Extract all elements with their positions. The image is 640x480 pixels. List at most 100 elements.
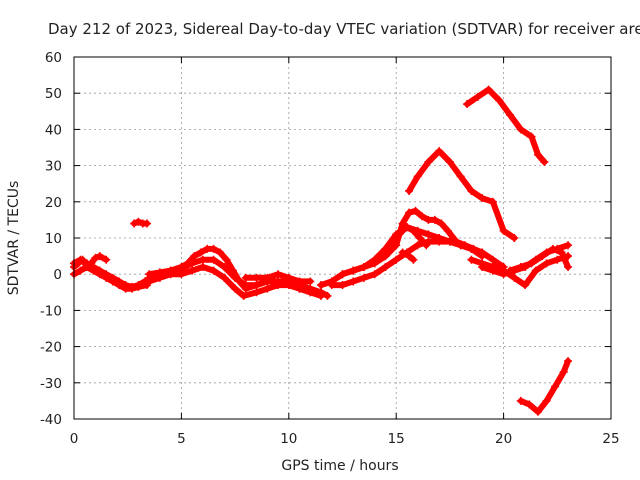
data-point bbox=[538, 252, 547, 261]
data-point bbox=[443, 226, 452, 235]
data-point bbox=[349, 277, 358, 286]
y-tick-label: 10 bbox=[45, 231, 62, 247]
series-s8 bbox=[241, 270, 315, 286]
data-point bbox=[488, 197, 497, 206]
data-point bbox=[166, 270, 175, 279]
data-point bbox=[198, 255, 207, 264]
grid-lines bbox=[74, 57, 611, 419]
data-point bbox=[417, 212, 426, 221]
x-tick-label: 20 bbox=[495, 431, 512, 447]
series-s2 bbox=[70, 262, 152, 293]
data-point bbox=[130, 219, 139, 228]
data-point bbox=[392, 255, 401, 264]
data-point bbox=[463, 100, 472, 109]
data-point bbox=[284, 281, 293, 290]
data-point bbox=[209, 266, 218, 275]
data-point bbox=[89, 266, 98, 275]
series-s18 bbox=[506, 244, 573, 275]
data-point bbox=[405, 186, 414, 195]
data-point bbox=[467, 186, 476, 195]
data-point bbox=[392, 241, 401, 250]
data-point bbox=[370, 270, 379, 279]
data-point bbox=[78, 255, 87, 264]
data-point bbox=[209, 244, 218, 253]
data-point bbox=[220, 262, 229, 271]
plot-border bbox=[73, 56, 612, 420]
data-point bbox=[241, 281, 250, 290]
data-point bbox=[220, 273, 229, 282]
data-point bbox=[241, 273, 250, 282]
data-point bbox=[516, 125, 525, 134]
y-tick-label: 40 bbox=[45, 122, 62, 138]
data-point bbox=[274, 270, 283, 279]
data-point bbox=[327, 281, 336, 290]
data-point bbox=[437, 219, 446, 228]
data-point bbox=[306, 288, 315, 297]
data-point bbox=[252, 281, 261, 290]
data-point bbox=[306, 277, 315, 286]
y-tick-label: 60 bbox=[45, 50, 62, 66]
data-point bbox=[252, 288, 261, 297]
data-point bbox=[506, 266, 515, 275]
y-tick-label: 0 bbox=[53, 267, 62, 283]
data-point bbox=[108, 277, 117, 286]
data-point bbox=[381, 244, 390, 253]
data-point bbox=[435, 237, 444, 246]
data-point bbox=[198, 262, 207, 271]
data-point bbox=[542, 259, 551, 268]
data-point bbox=[409, 255, 418, 264]
data-point bbox=[516, 262, 525, 271]
series-s7 bbox=[145, 262, 326, 300]
data-point bbox=[559, 367, 568, 376]
data-point bbox=[91, 253, 100, 262]
series-s19 bbox=[516, 357, 573, 416]
data-point bbox=[295, 284, 304, 293]
data-point bbox=[145, 277, 154, 286]
data-point bbox=[484, 85, 493, 94]
data-point bbox=[231, 284, 240, 293]
data-point bbox=[525, 400, 534, 409]
y-tick-label: 20 bbox=[45, 195, 62, 211]
data-point bbox=[359, 273, 368, 282]
series-trace bbox=[406, 148, 518, 241]
data-point bbox=[467, 255, 476, 264]
data-point bbox=[209, 255, 218, 264]
x-tick-label: 5 bbox=[177, 431, 186, 447]
data-point bbox=[145, 270, 154, 279]
data-point bbox=[506, 110, 515, 119]
data-point bbox=[338, 281, 347, 290]
data-point bbox=[188, 259, 197, 268]
chart-title: Day 212 of 2023, Sidereal Day-to-day VTE… bbox=[48, 20, 640, 38]
data-point bbox=[551, 382, 560, 391]
data-point bbox=[405, 252, 414, 261]
series-s15 bbox=[463, 85, 549, 166]
data-point bbox=[102, 255, 111, 264]
data-point bbox=[445, 157, 454, 166]
series-s3 bbox=[70, 252, 111, 271]
data-point bbox=[317, 281, 326, 290]
data-point bbox=[430, 215, 439, 224]
data-point bbox=[488, 266, 497, 275]
data-point bbox=[392, 234, 401, 242]
data-point bbox=[456, 172, 465, 181]
data-point bbox=[317, 291, 326, 300]
data-point bbox=[349, 266, 358, 275]
series-trace bbox=[468, 253, 571, 289]
data-point bbox=[521, 281, 530, 290]
data-point bbox=[216, 248, 225, 257]
data-point bbox=[452, 237, 461, 246]
data-point bbox=[469, 244, 478, 253]
data-point bbox=[564, 262, 573, 271]
x-tick-label: 15 bbox=[388, 431, 405, 447]
data-point bbox=[510, 234, 519, 242]
data-point bbox=[190, 252, 199, 261]
data-point bbox=[478, 262, 487, 271]
data-point bbox=[499, 270, 508, 279]
data-point bbox=[424, 230, 433, 239]
data-point bbox=[231, 273, 240, 282]
y-tick-label: -20 bbox=[40, 340, 62, 356]
series-s11 bbox=[338, 206, 487, 279]
data-point bbox=[143, 219, 152, 228]
data-point bbox=[435, 147, 444, 156]
